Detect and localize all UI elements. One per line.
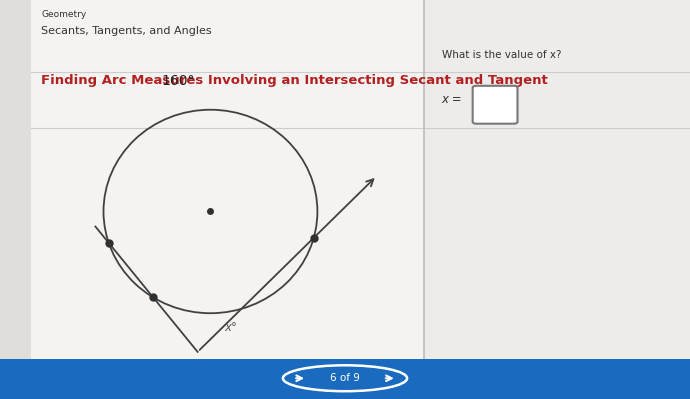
Text: What is the value of x?: What is the value of x? (442, 50, 561, 60)
Bar (31, 128, 424, 359)
Bar (31, 72, 690, 128)
Text: 160°: 160° (161, 74, 195, 88)
Text: Secants, Tangents, and Angles: Secants, Tangents, and Angles (41, 26, 212, 36)
FancyBboxPatch shape (473, 86, 518, 124)
Bar (0, 0, 31, 399)
Text: Finding Arc Measures Involving an Intersecting Secant and Tangent: Finding Arc Measures Involving an Inters… (41, 74, 548, 87)
Bar (424, 0, 690, 359)
Text: x =: x = (442, 93, 462, 106)
Text: 6 of 9: 6 of 9 (330, 373, 360, 383)
Bar (0, 359, 690, 399)
Text: Geometry: Geometry (41, 10, 87, 19)
Bar (31, 0, 424, 72)
Text: x°: x° (224, 321, 237, 334)
